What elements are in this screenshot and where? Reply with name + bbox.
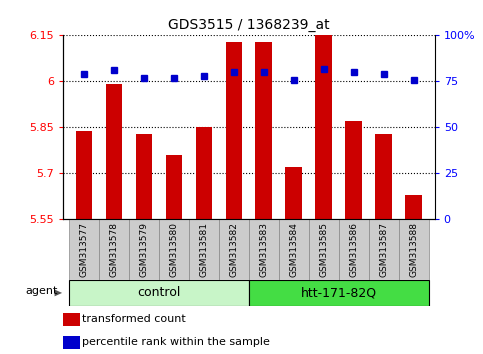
- Bar: [105, 85, 122, 219]
- Text: control: control: [137, 286, 181, 299]
- Text: GSM313586: GSM313586: [349, 222, 358, 277]
- Bar: [226, 41, 242, 219]
- Bar: [285, 167, 302, 219]
- Text: percentile rank within the sample: percentile rank within the sample: [82, 337, 270, 348]
- Text: GSM313579: GSM313579: [139, 222, 148, 277]
- Text: agent: agent: [26, 286, 58, 296]
- Bar: [99, 219, 129, 280]
- Text: transformed count: transformed count: [82, 314, 186, 325]
- Text: GSM313587: GSM313587: [379, 222, 388, 277]
- Bar: [345, 121, 362, 219]
- Bar: [196, 127, 212, 219]
- Bar: [369, 219, 398, 280]
- Bar: [63, 336, 80, 349]
- Bar: [309, 219, 339, 280]
- Bar: [189, 219, 219, 280]
- Bar: [375, 133, 392, 219]
- Text: GSM313583: GSM313583: [259, 222, 268, 277]
- Bar: [75, 131, 92, 219]
- Bar: [249, 280, 429, 306]
- Bar: [405, 195, 422, 219]
- Bar: [398, 219, 429, 280]
- Bar: [279, 219, 309, 280]
- Text: GSM313584: GSM313584: [289, 222, 298, 277]
- Bar: [256, 41, 272, 219]
- Bar: [136, 133, 152, 219]
- Bar: [249, 219, 279, 280]
- Bar: [63, 313, 80, 326]
- Text: GSM313581: GSM313581: [199, 222, 208, 277]
- Bar: [159, 219, 189, 280]
- Bar: [69, 219, 99, 280]
- Bar: [129, 219, 159, 280]
- Text: GSM313585: GSM313585: [319, 222, 328, 277]
- Bar: [166, 155, 182, 219]
- Text: GSM313578: GSM313578: [109, 222, 118, 277]
- Title: GDS3515 / 1368239_at: GDS3515 / 1368239_at: [168, 18, 329, 32]
- Bar: [315, 35, 332, 219]
- Text: GSM313582: GSM313582: [229, 222, 238, 277]
- Bar: [219, 219, 249, 280]
- Text: GSM313580: GSM313580: [169, 222, 178, 277]
- Bar: [69, 280, 249, 306]
- Text: GSM313588: GSM313588: [409, 222, 418, 277]
- Text: GSM313577: GSM313577: [79, 222, 88, 277]
- Bar: [339, 219, 369, 280]
- Text: htt-171-82Q: htt-171-82Q: [300, 286, 377, 299]
